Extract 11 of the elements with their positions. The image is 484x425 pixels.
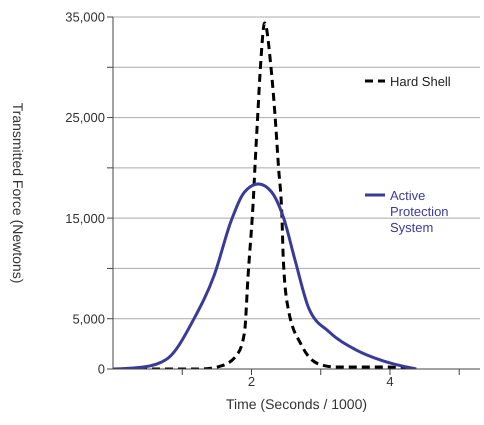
x-tick-label: 4 bbox=[386, 374, 394, 390]
legend-label: Hard Shell bbox=[390, 74, 452, 90]
y-tick-label: 0 bbox=[98, 362, 105, 377]
x-tick-label: 2 bbox=[248, 374, 256, 390]
y-tick-label: 5,000 bbox=[72, 311, 105, 326]
y-axis-title: Transmitted Force (Newtons) bbox=[10, 102, 26, 284]
legend-label: Active Protection System bbox=[390, 188, 450, 236]
y-tick-label: 15,000 bbox=[65, 210, 105, 226]
x-axis-title: Time (Seconds / 1000) bbox=[226, 396, 368, 412]
y-tick-label: 35,000 bbox=[65, 10, 105, 25]
y-tick-label: 25,000 bbox=[65, 110, 105, 126]
